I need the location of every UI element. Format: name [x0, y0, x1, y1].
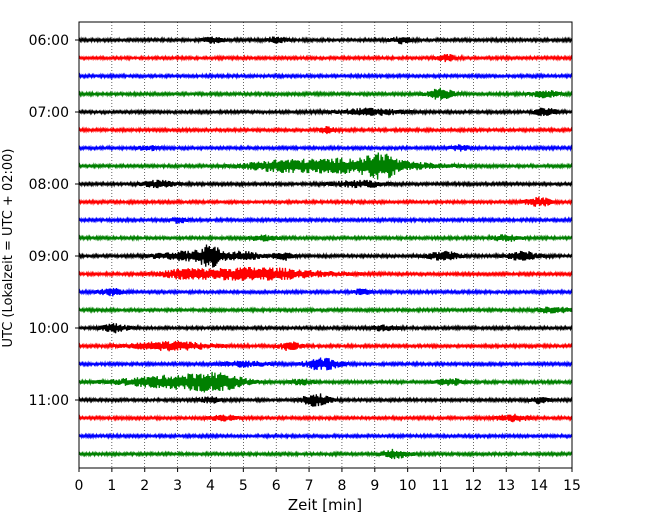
seismic-trace: [78, 107, 573, 117]
seismic-trace: [78, 143, 573, 152]
y-tick-label: 07:00: [29, 105, 69, 121]
x-tick-label: 0: [75, 478, 84, 494]
x-tick-label: 8: [337, 478, 346, 494]
x-tick-label: 2: [140, 478, 149, 494]
x-tick-label: 5: [239, 478, 248, 494]
seismic-trace: [78, 266, 573, 281]
x-tick-label: 9: [370, 478, 379, 494]
traces: [78, 36, 573, 460]
x-tick-label: 13: [497, 478, 515, 494]
seismic-trace: [78, 371, 573, 393]
seismic-trace: [78, 36, 573, 45]
seismic-trace: [78, 72, 573, 80]
plot-frame: [78, 21, 573, 469]
x-tick-label: 10: [399, 478, 417, 494]
y-tick-label: 10:00: [29, 321, 69, 337]
y-axis-label: UTC (Lokalzeit = UTC + 02:00): [1, 149, 16, 348]
seismic-trace: [78, 126, 573, 135]
seismic-trace: [78, 357, 573, 371]
y-tick-label: 08:00: [29, 177, 69, 193]
seismic-trace: [78, 216, 573, 224]
seismic-trace: [78, 432, 573, 440]
seismic-trace: [78, 87, 573, 101]
x-tick-label: 4: [206, 478, 215, 494]
x-tick-label: 3: [173, 478, 182, 494]
x-axis-label: Zeit [min]: [288, 496, 362, 514]
seismic-trace: [78, 244, 573, 268]
y-tick-label: 11:00: [29, 393, 69, 409]
grid-lines: [111, 22, 540, 468]
x-tick-label: 6: [272, 478, 281, 494]
seismic-trace: [78, 287, 573, 297]
seismic-trace: [78, 179, 573, 189]
seismic-trace: [78, 413, 573, 423]
seismic-trace: [78, 53, 573, 63]
seismic-trace: [78, 448, 573, 460]
seismic-trace: [78, 233, 573, 243]
x-axis: 0 1 2 3 4 5 6 7 8 9 10 11 12 13 14 15: [75, 468, 581, 494]
seismic-trace: [78, 196, 573, 207]
x-tick-label: 7: [305, 478, 314, 494]
x-tick-label: 11: [432, 478, 450, 494]
seismic-trace: [78, 393, 573, 407]
seismic-trace: [78, 306, 573, 315]
seismic-trace: [78, 152, 573, 180]
x-tick-label: 12: [464, 478, 482, 494]
y-tick-label: 09:00: [29, 249, 69, 265]
y-tick-label: 06:00: [29, 33, 69, 49]
x-tick-label: 14: [530, 478, 548, 494]
x-tick-label: 15: [563, 478, 581, 494]
y-axis: 06:00 07:00 08:00 09:00 10:00 11:00: [29, 33, 79, 409]
seismic-trace: [78, 340, 573, 352]
x-tick-label: 1: [107, 478, 116, 494]
seismic-trace: [78, 323, 573, 334]
